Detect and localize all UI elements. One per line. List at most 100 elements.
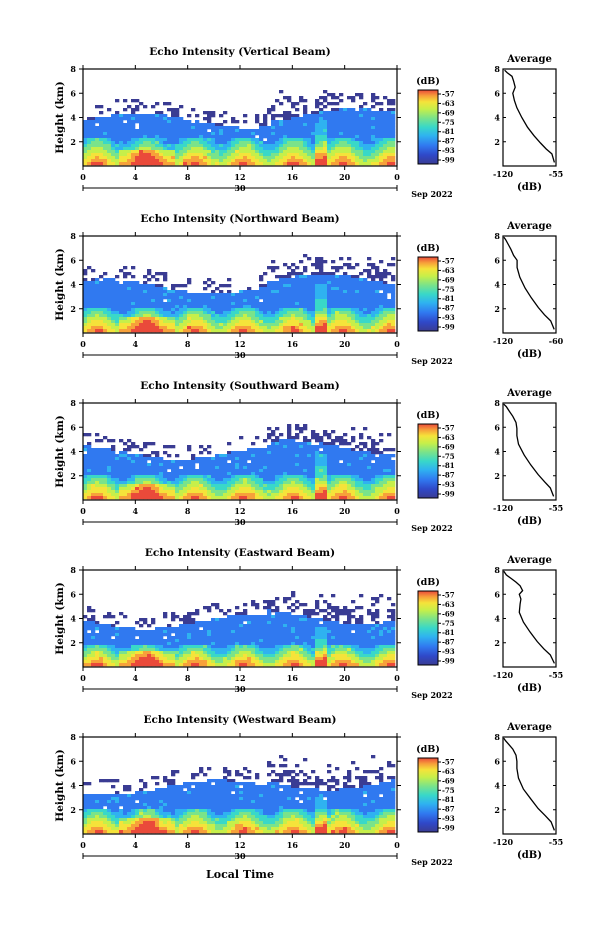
echo-cell	[335, 320, 340, 324]
echo-cell	[343, 129, 348, 133]
echo-cell	[387, 475, 392, 479]
echo-cell	[391, 129, 396, 133]
echo-cell	[363, 123, 368, 127]
echo-cell	[307, 320, 312, 324]
echo-cell	[103, 478, 108, 482]
echo-cell	[103, 326, 108, 330]
echo-cell	[127, 287, 132, 291]
echo-cell	[299, 430, 304, 434]
echo-cell	[215, 660, 220, 664]
echo-cell	[95, 624, 100, 628]
profile-x-tick-label: -55	[549, 169, 563, 179]
echo-cell	[151, 633, 156, 637]
echo-cell	[243, 472, 248, 476]
echo-cell	[311, 445, 316, 449]
echo-cell	[243, 493, 248, 497]
echo-cell	[151, 645, 156, 649]
echo-cell	[111, 129, 116, 133]
echo-cell	[159, 457, 164, 461]
echo-cell	[383, 314, 388, 318]
echo-cell	[231, 454, 236, 458]
echo-cell	[291, 302, 296, 306]
echo-cell	[287, 433, 292, 437]
echo-cell	[351, 138, 356, 142]
echo-cell	[187, 648, 192, 652]
echo-cell	[215, 663, 220, 667]
echo-cell	[151, 457, 156, 461]
echo-cell	[171, 299, 176, 303]
profile-y-tick-label: 4	[494, 113, 500, 123]
echo-cell	[103, 120, 108, 124]
echo-cell	[255, 463, 260, 467]
echo-cell	[279, 284, 284, 288]
echo-cell	[355, 478, 360, 482]
echo-cell	[163, 159, 168, 163]
echo-cell	[203, 484, 208, 488]
echo-cell	[251, 454, 256, 458]
echo-cell	[151, 651, 156, 655]
echo-cell	[199, 663, 204, 667]
echo-cell	[247, 466, 252, 470]
echo-cell	[107, 630, 112, 634]
echo-cell	[339, 299, 344, 303]
echo-cell	[115, 299, 120, 303]
echo-cell	[275, 266, 280, 270]
echo-cell	[335, 159, 340, 163]
echo-cell	[191, 326, 196, 330]
echo-cell	[307, 153, 312, 157]
echo-cell	[327, 475, 332, 479]
echo-cell	[143, 153, 148, 157]
echo-cell	[171, 284, 176, 288]
echo-cell	[215, 642, 220, 646]
echo-cell	[347, 448, 352, 452]
echo-cell	[263, 484, 268, 488]
echo-cell	[103, 150, 108, 154]
echo-cell	[287, 293, 292, 297]
echo-cell	[375, 296, 380, 300]
echo-cell	[319, 150, 324, 154]
echo-cell	[147, 269, 152, 273]
echo-cell	[271, 490, 276, 494]
echo-cell	[355, 117, 360, 121]
echo-cell	[107, 123, 112, 127]
echo-cell	[375, 293, 380, 297]
echo-cell	[219, 457, 224, 461]
echo-cell	[387, 487, 392, 491]
echo-cell	[99, 487, 104, 491]
echo-cell	[227, 654, 232, 658]
echo-cell	[307, 257, 312, 261]
echo-cell	[163, 120, 168, 124]
echo-cell	[87, 120, 92, 124]
echo-cell	[383, 120, 388, 124]
echo-cell	[339, 442, 344, 446]
echo-cell	[227, 633, 232, 637]
echo-cell	[351, 490, 356, 494]
echo-cell	[263, 469, 268, 473]
echo-cell	[115, 493, 120, 497]
echo-cell	[91, 317, 96, 321]
echo-cell	[211, 639, 216, 643]
echo-cell	[231, 451, 236, 455]
echo-cell	[195, 153, 200, 157]
echo-cell	[299, 117, 304, 121]
echo-cell	[335, 293, 340, 297]
echo-cell	[195, 296, 200, 300]
echo-cell	[311, 478, 316, 482]
echo-cell	[367, 457, 372, 461]
echo-cell	[375, 317, 380, 321]
echo-cell	[87, 654, 92, 658]
echo-cell	[227, 144, 232, 148]
echo-cell	[167, 123, 172, 127]
echo-cell	[139, 302, 144, 306]
echo-cell	[255, 451, 260, 455]
echo-cell	[159, 147, 164, 151]
echo-cell	[263, 159, 268, 163]
echo-cell	[155, 493, 160, 497]
echo-cell	[383, 117, 388, 121]
echo-cell	[231, 627, 236, 631]
echo-cell	[83, 663, 88, 667]
echo-cell	[279, 490, 284, 494]
echo-cell	[283, 281, 288, 285]
echo-cell	[363, 329, 368, 333]
echo-cell	[123, 487, 128, 491]
